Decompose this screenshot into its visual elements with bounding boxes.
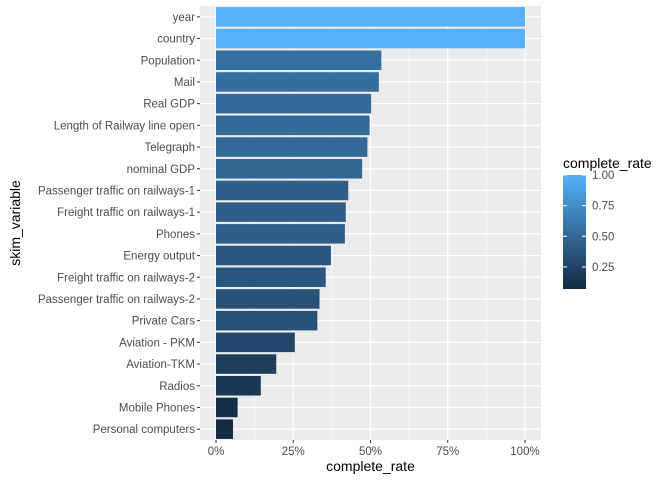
bar xyxy=(216,158,363,179)
y-tick-label: Telegraph xyxy=(144,142,195,154)
x-tick-label: 25% xyxy=(282,446,305,458)
bar xyxy=(216,50,382,71)
y-tick-label: Energy output xyxy=(123,251,195,263)
bars xyxy=(216,7,525,439)
bar xyxy=(216,310,318,331)
y-tick-label: Aviation-TKM xyxy=(126,359,195,371)
bar xyxy=(216,28,525,49)
y-tick-label: Personal computers xyxy=(93,424,196,436)
y-axis-title: skim_variable xyxy=(7,180,23,266)
legend: complete_rate 1.00 0.75 0.50 0.25 xyxy=(563,155,652,289)
y-tick-label: year xyxy=(173,12,196,24)
y-tick-label: Passenger traffic on railways-1 xyxy=(38,185,195,197)
y-tick-labels: year country Population Mail Real GDP Length … xyxy=(38,12,200,436)
y-tick-label: Length of Railway line open xyxy=(54,120,195,132)
y-tick-label: Phones xyxy=(156,229,195,241)
bar xyxy=(216,354,277,374)
bar xyxy=(216,115,370,136)
bar xyxy=(216,202,346,222)
y-tick-label: Population xyxy=(141,55,195,67)
x-tick-label: 75% xyxy=(436,446,459,458)
y-tick-label: Real GDP xyxy=(143,99,195,111)
bar xyxy=(216,224,345,244)
bar xyxy=(216,180,349,201)
x-tick-label: 100% xyxy=(510,446,539,458)
y-tick-label: country xyxy=(157,34,195,46)
bar xyxy=(216,375,261,396)
legend-tick-label: 0.25 xyxy=(592,262,614,274)
y-tick-label: Freight traffic on railways-2 xyxy=(57,272,195,284)
y-tick-label: Radios xyxy=(159,381,195,393)
legend-title: complete_rate xyxy=(563,155,652,171)
bar xyxy=(216,137,368,157)
y-tick-label: nominal GDP xyxy=(127,164,196,176)
bar xyxy=(216,93,372,114)
x-tick-label: 50% xyxy=(359,446,382,458)
bar xyxy=(216,397,238,418)
bar xyxy=(216,245,331,266)
bar xyxy=(216,332,295,353)
legend-ticks: 1.00 0.75 0.50 0.25 xyxy=(563,170,614,274)
y-tick-label: Mobile Phones xyxy=(119,402,195,414)
legend-tick-label: 0.50 xyxy=(592,231,614,243)
y-tick-label: Freight traffic on railways-1 xyxy=(57,207,195,219)
legend-tick-label: 0.75 xyxy=(592,201,614,213)
x-tick-labels: 0% 25% 50% 75% 100% xyxy=(208,440,540,458)
y-tick-label: Private Cars xyxy=(132,316,196,328)
y-tick-label: Passenger traffic on railways-2 xyxy=(38,294,195,306)
legend-tick-label: 1.00 xyxy=(592,170,614,182)
legend-colorbar xyxy=(563,175,586,289)
bar xyxy=(216,7,525,27)
y-tick-label: Mail xyxy=(174,77,195,89)
bar xyxy=(216,419,233,439)
y-tick-label: Aviation - PKM xyxy=(119,337,195,349)
bar xyxy=(216,267,326,288)
bar xyxy=(216,72,379,92)
bar xyxy=(216,289,320,309)
x-axis-title: complete_rate xyxy=(326,458,415,474)
x-tick-label: 0% xyxy=(208,446,225,458)
